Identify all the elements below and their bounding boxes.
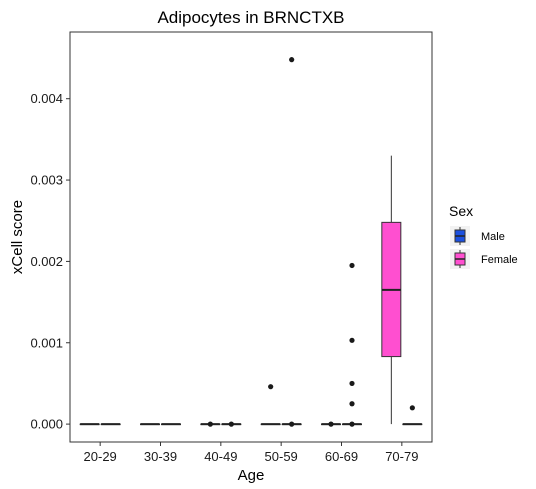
outlier-point [409, 405, 415, 411]
box-female-20-29 [100, 423, 121, 426]
box-series [79, 57, 423, 427]
y-tick-label: 0.003 [30, 173, 63, 188]
outlier-point [349, 337, 355, 343]
outlier-point [328, 421, 334, 427]
box-female-70-79 [381, 155, 402, 425]
x-tick-label: 70-79 [385, 449, 418, 464]
outlier-point [268, 384, 274, 390]
box-male-60-69 [321, 421, 341, 427]
y-axis: 0.000 0.001 0.002 0.003 0.004 [30, 91, 70, 432]
outlier-point [349, 421, 355, 427]
y-tick-label: 0.001 [30, 335, 63, 350]
plot-panel [69, 31, 433, 443]
box-female-30-39 [161, 423, 181, 426]
legend-label-female: Female [481, 254, 518, 266]
x-axis: 20-29 30-39 40-49 50-59 60-69 70-79 [84, 442, 418, 464]
x-tick-label: 40-49 [204, 449, 237, 464]
x-tick-label: 30-39 [144, 449, 177, 464]
outlier-point [349, 262, 355, 269]
x-tick-label: 20-29 [84, 449, 117, 464]
legend: Sex Male Female [449, 203, 518, 269]
box-female-60-69 [342, 262, 362, 427]
box-female-40-49 [221, 421, 242, 427]
box-female-50-59 [281, 57, 302, 427]
box-female-70-79 [402, 405, 423, 426]
outlier-point [289, 421, 295, 427]
box-male-30-39 [140, 423, 160, 426]
x-axis-title: Age [238, 467, 265, 484]
outlier-point [289, 57, 295, 63]
outlier-point [228, 421, 234, 427]
y-tick-label: 0.000 [30, 417, 63, 432]
chart-title: Adipocytes in BRNCTXB [157, 8, 344, 27]
legend-label-male: Male [481, 231, 505, 243]
y-tick-label: 0.002 [30, 254, 63, 269]
box-male-40-49 [200, 421, 221, 427]
legend-title: Sex [449, 203, 473, 219]
box-male-20-29 [79, 423, 100, 426]
outlier-point [207, 421, 213, 427]
x-tick-label: 60-69 [325, 449, 358, 464]
y-tick-label: 0.004 [30, 91, 63, 106]
y-axis-title: xCell score [9, 200, 26, 274]
x-tick-label: 50-59 [265, 449, 298, 464]
outlier-point [349, 380, 355, 387]
outlier-point [349, 401, 355, 407]
box-male-50-59 [260, 384, 281, 426]
